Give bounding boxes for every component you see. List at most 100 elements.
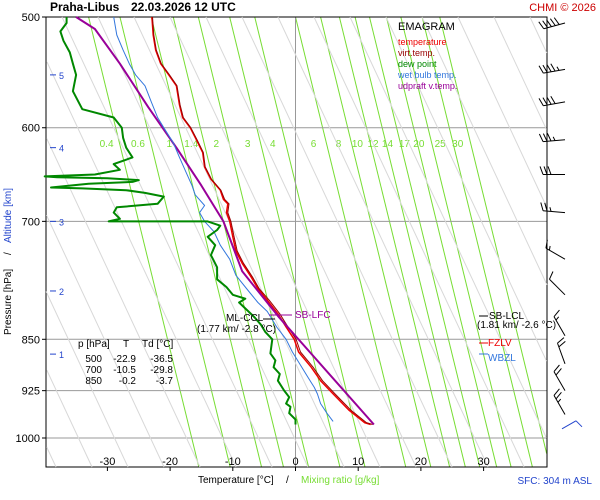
table-header-td: Td [°C] [142,339,173,350]
y-axis-title-group: Pressure [hPa] / Altitude [km] [3,188,14,335]
wind-barb-flag [539,166,544,175]
y-axis-title: Pressure [hPa] [3,269,14,335]
x-tick-label: -10 [225,456,241,468]
wind-barb-flag [538,98,544,106]
dry-adiabat [205,16,417,468]
series-dew-point [43,17,297,425]
wind-barbs [538,17,583,430]
mixing-ratio-label: 17 [399,139,411,150]
mixing-ratio-line [369,16,481,468]
dry-adiabat [46,370,93,468]
y-tick-label: 925 [22,386,40,398]
table-cell: 500 [85,354,102,365]
table-cell: -36.5 [150,354,173,365]
wind-barb-half [556,66,560,71]
dry-adiabat [457,16,547,207]
mixing-ratio-label: 0.6 [131,139,145,150]
table-cell: -22.9 [113,354,136,365]
wind-barb-flag [549,18,556,26]
x-tick-label: 30 [477,456,489,468]
wind-barb-flag [553,309,560,317]
dry-adiabat [45,291,129,468]
mixing-ratio-line [400,16,512,468]
wind-barb-flag [550,96,556,104]
mixing-ratio-label: 4 [270,139,276,150]
dry-adiabat [529,16,548,54]
dry-adiabat [97,16,309,468]
plot-frame [45,16,548,468]
wind-barb-half [549,207,552,212]
wind-barb-flag [542,97,548,106]
wind-barb-half [548,245,551,251]
dry-adiabat [45,214,165,468]
mixing-ratio-label: 30 [452,139,464,150]
wind-barb-flag [542,20,549,28]
mixing-ratio-line [254,16,366,468]
wind-barb-staff [545,247,566,260]
sb-lcl-value: (1.81 km/ -2.6 °C) [477,320,556,331]
fzlv-label: FZLV [488,338,512,349]
x-tick-label: 0 [292,456,298,468]
table-header-t: T [123,339,129,350]
grid [46,17,547,467]
legend-temperature: temperature [398,37,447,47]
mixing-ratio-label: 0.4 [100,139,114,150]
altitude-tick-label: 3 [59,217,64,227]
legend-updraft: udpraft v.temp. [398,81,457,91]
dry-adiabat [277,16,489,468]
wind-barb-flag [555,368,562,376]
dry-adiabat [169,16,381,468]
ml-ccl-value: (1.77 km/ -2.8 °C) [197,324,276,335]
mixing-ratio-label: 25 [435,139,447,150]
table-header-p: p [hPa] [78,339,110,350]
dry-adiabat [493,16,547,130]
mixing-ratio-label: 3 [245,139,251,150]
altitude-tick-label: 4 [59,144,64,154]
table-cell: -0.2 [119,376,137,387]
wind-barb-flag [546,96,552,105]
altitude-tick-label: 5 [59,71,64,81]
wind-barb-half [555,316,560,321]
mixing-ratio-label: 8 [336,139,342,150]
dry-adiabat [46,138,201,468]
wind-barb-staff [561,420,577,430]
surface-wind-barb [561,420,583,430]
wind-barb-flag [575,420,583,428]
wind-barb-flag [544,202,548,212]
x-axis-title: Temperature [°C] [198,475,274,486]
wind-barb-flag [546,133,552,142]
wind-barb [553,309,566,336]
dry-adiabat [241,16,453,468]
wind-barb-flag [548,271,554,280]
wind-barb [538,17,566,30]
wind-barb-staff [543,210,566,214]
wind-barb-flag [540,202,544,211]
mixing-ratio-line [439,16,548,454]
mixing-ratio-label: 10 [352,139,364,150]
mixing-ratio-label: 1 [167,139,173,150]
dry-adiabat [46,61,237,468]
wind-barb-half [557,398,562,403]
wind-barb [553,364,566,391]
surface-elevation: SFC: 304 m ASL [518,476,593,487]
mixing-ratio-line [295,16,407,468]
wind-barb-flag [550,63,556,72]
series-temperature [151,16,371,426]
ml-ccl-label: ML-CCL [226,313,264,324]
wind-barb [538,96,566,107]
x-tick-label: -20 [162,456,178,468]
y-axis-title-altitude: Altitude [km] [3,188,14,243]
wind-barb-flag [538,65,544,74]
wbzl-label: WBZL [488,353,516,364]
wind-barb-staff [549,278,566,296]
legend-dew-point: dew point [398,59,437,69]
wind-barb-flag [547,166,552,175]
mixing-ratio-label: 6 [311,139,317,150]
wind-barb-staff [553,395,566,415]
wind-barb-flag [553,388,560,396]
wind-barb-flag [545,239,548,249]
y-axis-separator: / [3,252,14,255]
wind-barb [548,271,566,296]
wind-barb-flag [538,21,545,30]
wind-barb [539,166,565,175]
